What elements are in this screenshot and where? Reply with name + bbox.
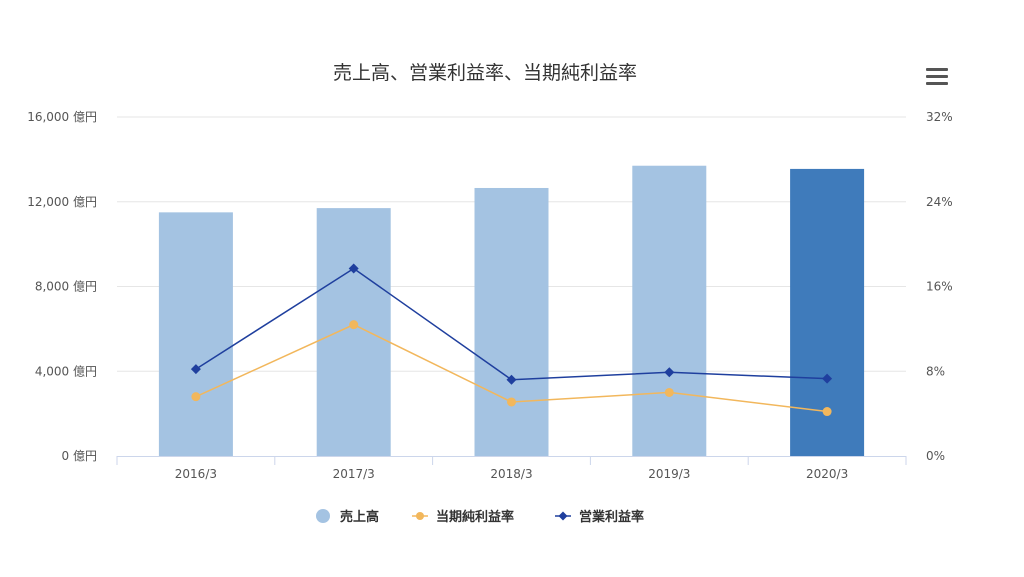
- bar-series: [158, 165, 865, 457]
- right-tick-label: 32%: [926, 110, 953, 124]
- x-tick-label: 2019/3: [648, 467, 690, 481]
- x-tick-label: 2020/3: [806, 467, 848, 481]
- right-tick-label: 24%: [926, 195, 953, 209]
- bar-2018/3[interactable]: [474, 187, 549, 456]
- x-tick-label: 2016/3: [175, 467, 217, 481]
- x-axis: 2016/3 2017/3 2018/3 2019/3 2020/3: [116, 456, 907, 481]
- legend-item-売上高[interactable]: 売上高: [316, 509, 379, 525]
- legend-label: 当期純利益率: [436, 509, 514, 525]
- point-営業利益率[interactable]: [822, 373, 833, 384]
- point-営業利益率[interactable]: [664, 367, 675, 378]
- point-当期純利益率[interactable]: [664, 387, 674, 397]
- legend-item-当期純利益率[interactable]: 当期純利益率: [412, 509, 514, 525]
- legend[interactable]: 売上高 当期純利益率 営業利益率: [316, 509, 644, 525]
- left-tick-label: 8,000 億円: [35, 280, 97, 294]
- right-tick-label: 0%: [926, 449, 945, 463]
- point-当期純利益率[interactable]: [191, 392, 201, 402]
- legend-swatch: [316, 509, 330, 523]
- point-営業利益率[interactable]: [506, 374, 517, 385]
- legend-marker: [558, 511, 568, 521]
- bar-2017/3[interactable]: [316, 208, 391, 456]
- point-当期純利益率[interactable]: [349, 320, 359, 330]
- right-tick-label: 16%: [926, 280, 953, 294]
- chart-title: 売上高、営業利益率、当期純利益率: [333, 62, 637, 84]
- point-当期純利益率[interactable]: [822, 407, 832, 417]
- x-tick-label: 2018/3: [490, 467, 532, 481]
- left-tick-label: 0 億円: [62, 449, 97, 463]
- line-series: [190, 263, 833, 417]
- legend-label: 売上高: [340, 509, 379, 525]
- legend-marker: [416, 512, 424, 520]
- left-tick-label: 4,000 億円: [35, 364, 97, 378]
- legend-label: 営業利益率: [579, 509, 644, 525]
- right-tick-label: 8%: [926, 364, 945, 378]
- bar-2019/3[interactable]: [632, 165, 707, 456]
- left-tick-label: 12,000 億円: [27, 195, 97, 209]
- left-axis: 0 億円 4,000 億円 8,000 億円 12,000 億円 16,000 億円: [27, 110, 97, 463]
- hamburger-menu-icon[interactable]: [926, 68, 948, 86]
- point-営業利益率[interactable]: [348, 263, 359, 274]
- bar-2016/3[interactable]: [158, 212, 233, 456]
- legend-item-営業利益率[interactable]: 営業利益率: [555, 509, 644, 525]
- x-tick-label: 2017/3: [333, 467, 375, 481]
- left-tick-label: 16,000 億円: [27, 110, 97, 124]
- right-axis: 0% 8% 16% 24% 32%: [926, 110, 953, 463]
- point-当期純利益率[interactable]: [507, 397, 516, 407]
- point-営業利益率[interactable]: [190, 364, 201, 375]
